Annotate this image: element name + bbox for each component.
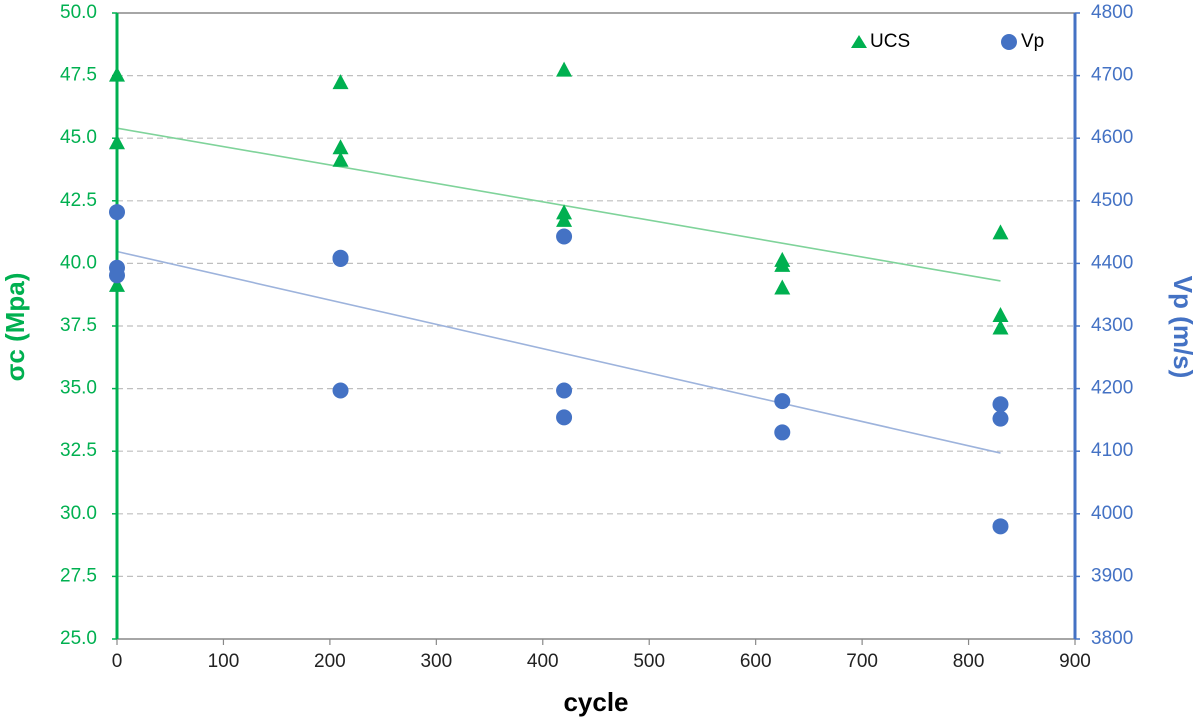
x-tick-label: 900 [1059,651,1091,672]
x-tick-label: 0 [112,651,123,672]
y-left-tick-label: 32.5 [60,440,97,461]
y-right-tick-label: 4700 [1091,65,1133,86]
x-tick-label: 700 [846,651,878,672]
ucs-point [992,319,1009,335]
legend-vp-label: Vp [1021,31,1044,52]
y-axis-right-title: Vp (m/s) [1168,276,1198,379]
y-left-tick-label: 42.5 [60,190,97,211]
y-right-tick-label: 4100 [1091,440,1133,461]
y-right-tick-label: 3800 [1091,628,1133,649]
ucs-point [332,139,349,155]
legend: UCS Vp [851,31,1044,52]
vp-point [556,382,573,399]
y-axis-left-title: σc (Mpa) [0,273,30,382]
x-tick-label: 300 [420,651,452,672]
vp-point [992,396,1009,413]
y-right-tick-label: 4200 [1091,378,1133,399]
vp-point [109,204,125,221]
y-right-tick-label: 4800 [1091,2,1133,23]
trendline-vp [116,250,1001,454]
ucs-point [774,256,791,272]
y-right-tick-label: 3900 [1091,565,1133,586]
ucs-point [332,151,349,167]
vp-point [992,518,1009,535]
x-tick-label: 200 [314,651,346,672]
x-tick-label: 400 [527,651,559,672]
vp-point [332,251,349,268]
y-right-tick-label: 4000 [1091,503,1133,524]
ucs-point [774,279,791,295]
vp-point [332,382,349,399]
point-layer [109,61,1009,535]
ucs-point [556,211,573,227]
vp-point [556,228,573,245]
x-tick-label: 800 [953,651,985,672]
y-right-tick-label: 4600 [1091,127,1133,148]
y-left-tick-label: 30.0 [60,503,97,524]
ucs-point [992,306,1009,322]
grid-layer [117,74,1075,578]
ucs-point [556,61,573,77]
y-left-tick-label: 37.5 [60,315,97,336]
y-right-tick-label: 4400 [1091,252,1133,273]
vp-point [774,393,791,410]
ucs-point [109,134,125,150]
ucs-point [332,74,349,90]
y-left-tick-label: 45.0 [60,127,97,148]
legend-ucs-label: UCS [870,31,910,52]
ucs-point [992,224,1009,240]
trendline-ucs [116,127,1001,282]
x-tick-label: 500 [633,651,665,672]
y-right-tick-label: 4300 [1091,315,1133,336]
legend-ucs-marker [851,35,867,48]
x-axis-title: cycle [563,687,628,717]
x-tick-label: 600 [740,651,772,672]
y-right-tick-label: 4500 [1091,190,1133,211]
vp-point [109,267,125,284]
ucs-point [109,66,125,82]
trend-layer [116,127,1001,454]
y-left-tick-label: 25.0 [60,628,97,649]
tick-layer: 0 100 200 300 400 500 600 700 800 900 25.0 27.5 30.0… [60,2,1133,672]
vp-point [992,410,1009,427]
legend-vp-marker [1001,34,1017,50]
ucs-point [556,204,573,220]
y-left-tick-label: 50.0 [60,2,97,23]
y-left-tick-label: 47.5 [60,65,97,86]
y-left-tick-label: 27.5 [60,565,97,586]
vp-point [774,424,791,441]
y-left-tick-label: 35.0 [60,378,97,399]
y-left-tick-label: 40.0 [60,252,97,273]
vp-point [556,409,573,426]
x-tick-label: 100 [208,651,240,672]
ucs-point [109,276,125,292]
